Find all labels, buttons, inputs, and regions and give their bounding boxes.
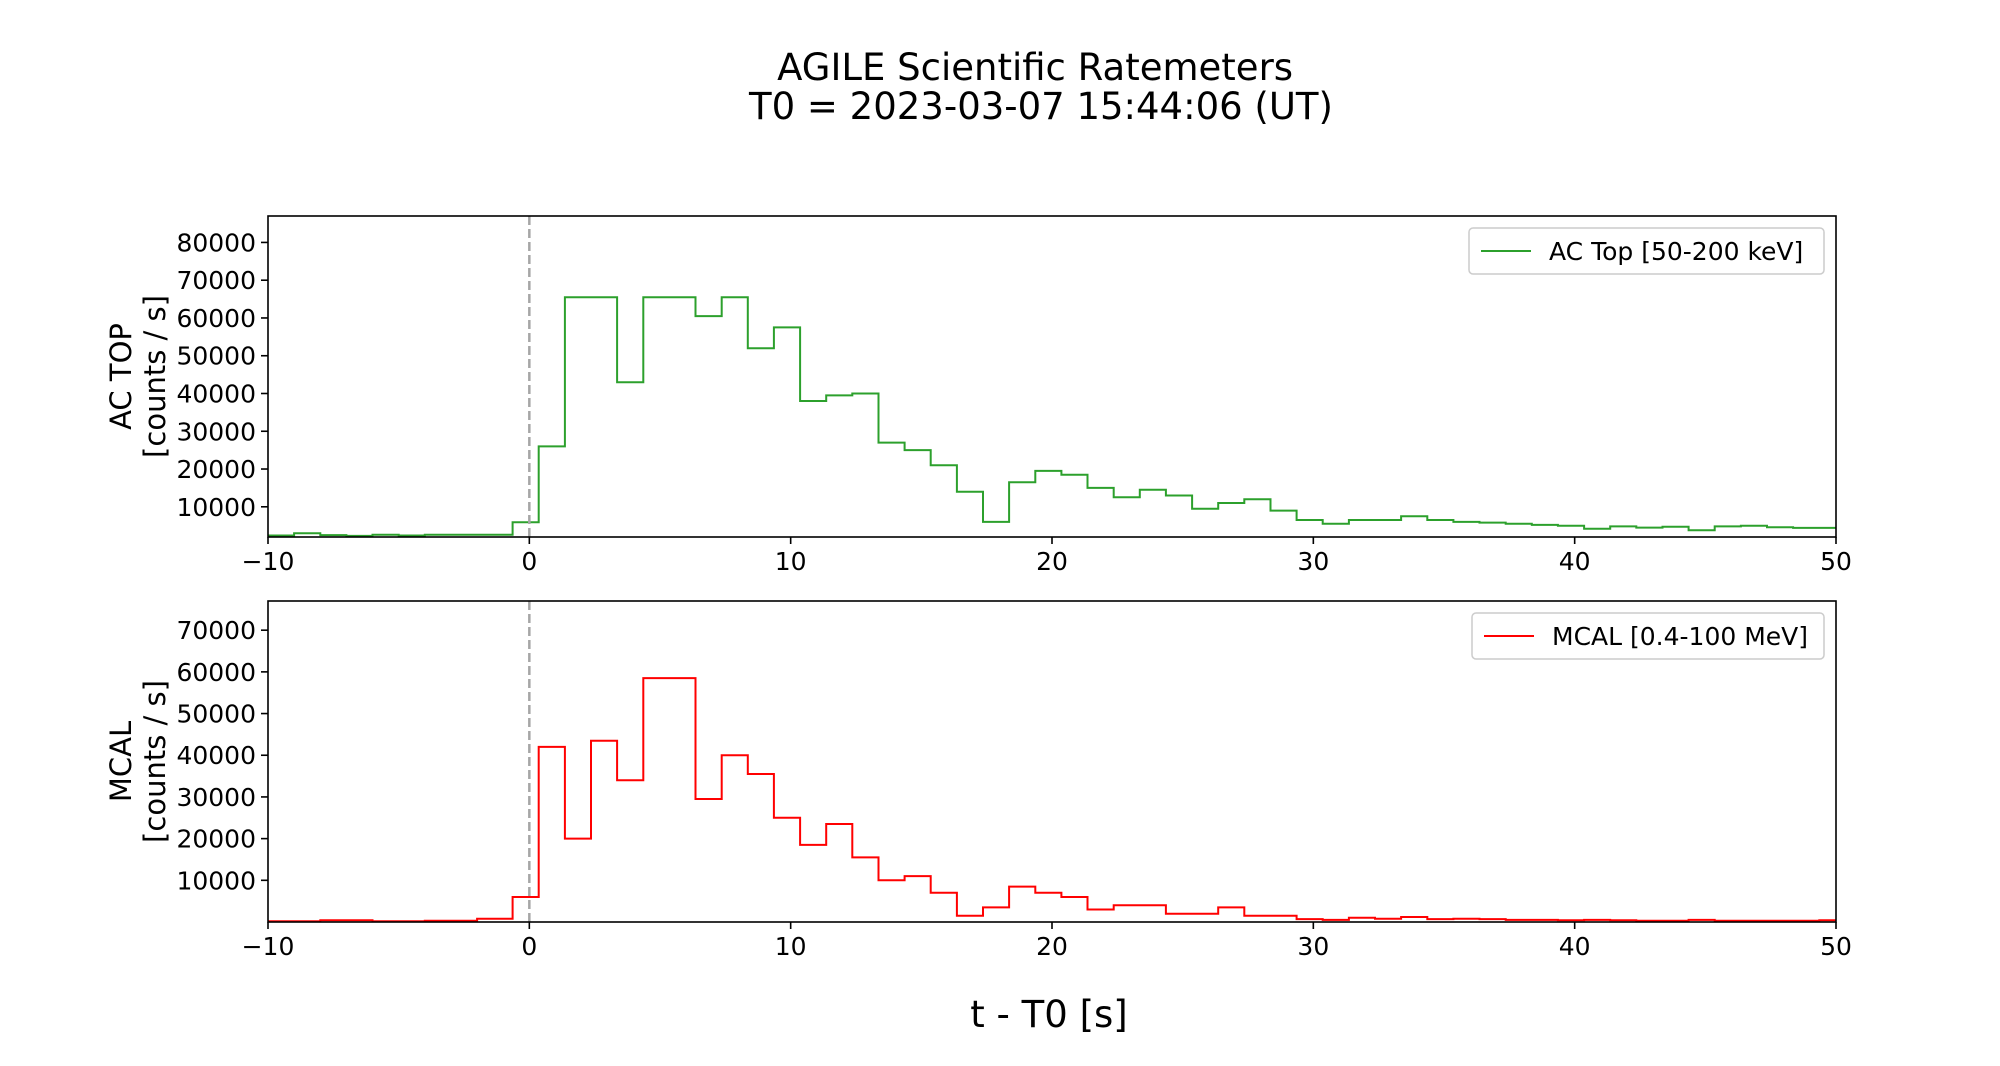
mcal-panel: −10 0 10 20 30 40 50 10000 20000 30000 40000 50000 6… bbox=[104, 600, 1852, 961]
ac-top-x-tick-label: 0 bbox=[521, 547, 537, 576]
ac-top-legend-box bbox=[1468, 227, 1825, 275]
mcal-legend-box bbox=[1471, 612, 1825, 660]
ac-top-legend-label: AC Top [50-200 keV] bbox=[1549, 237, 1803, 266]
figure-title-line-2: T0 = 2023-03-07 15:44:06 (UT) bbox=[748, 85, 1333, 128]
mcal-y-axis-label-line: MCAL bbox=[104, 721, 138, 802]
mcal-y-tick-label: 20000 bbox=[176, 825, 256, 854]
ac-top-x-tick-label: 10 bbox=[775, 547, 807, 576]
ac-top-y-tick-label: 80000 bbox=[176, 228, 256, 257]
ac-top-x-tick-label: 40 bbox=[1559, 547, 1591, 576]
mcal-y-axis-label: MCAL[counts / s] bbox=[104, 680, 172, 843]
mcal-x-tick-label: 20 bbox=[1036, 932, 1068, 961]
ac-top-y-tick-label: 70000 bbox=[176, 266, 256, 295]
ac-top-y-tick-label: 10000 bbox=[176, 493, 256, 522]
mcal-legend: MCAL [0.4-100 MeV] bbox=[1471, 612, 1825, 660]
mcal-y-tick-label: 50000 bbox=[176, 700, 256, 729]
ac-top-series-line bbox=[268, 296, 1836, 537]
x-axis-label: t - T0 [s] bbox=[970, 993, 1127, 1036]
ac-top-y-tick-label: 60000 bbox=[176, 304, 256, 333]
mcal-x-tick-label: −10 bbox=[242, 932, 295, 961]
ac-top-x-tick-label: 30 bbox=[1297, 547, 1329, 576]
ac-top-x-tick-label: 50 bbox=[1820, 547, 1852, 576]
mcal-x-tick-label: 30 bbox=[1297, 932, 1329, 961]
ac-top-y-axis-label-line: AC TOP bbox=[104, 323, 138, 430]
ac-top-y-axis-label: AC TOP[counts / s] bbox=[104, 295, 172, 458]
ac-top-x-tick-label: 20 bbox=[1036, 547, 1068, 576]
mcal-series-line bbox=[268, 677, 1836, 922]
mcal-x-tick-label: 40 bbox=[1559, 932, 1591, 961]
mcal-x-tick-label: 0 bbox=[521, 932, 537, 961]
mcal-y-tick-label: 10000 bbox=[176, 866, 256, 895]
ac-top-y-tick-label: 30000 bbox=[176, 417, 256, 446]
figure-title-line-1: AGILE Scientific Ratemeters bbox=[777, 46, 1293, 89]
figure-title: AGILE Scientific Ratemeters T0 = 2023-03… bbox=[748, 46, 1333, 128]
mcal-y-axis-label-line: [counts / s] bbox=[138, 680, 172, 843]
ac-top-y-axis-label-line: [counts / s] bbox=[138, 295, 172, 458]
ac-top-legend: AC Top [50-200 keV] bbox=[1468, 227, 1825, 275]
mcal-x-tick-label: 10 bbox=[775, 932, 807, 961]
ac-top-panel: −10 0 10 20 30 40 50 10000 20000 30000 40000 50000 6… bbox=[104, 215, 1852, 576]
ac-top-y-tick-label: 20000 bbox=[176, 455, 256, 484]
mcal-y-tick-label: 40000 bbox=[176, 741, 256, 770]
mcal-x-tick-label: 50 bbox=[1820, 932, 1852, 961]
mcal-y-tick-label: 70000 bbox=[176, 616, 256, 645]
ac-top-y-tick-label: 50000 bbox=[176, 342, 256, 371]
ac-top-y-tick-label: 40000 bbox=[176, 379, 256, 408]
mcal-y-tick-label: 30000 bbox=[176, 783, 256, 812]
ac-top-x-tick-label: −10 bbox=[242, 547, 295, 576]
mcal-legend-label: MCAL [0.4-100 MeV] bbox=[1552, 622, 1808, 651]
mcal-y-tick-label: 60000 bbox=[176, 658, 256, 687]
